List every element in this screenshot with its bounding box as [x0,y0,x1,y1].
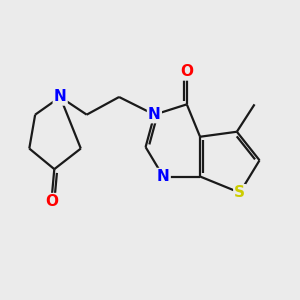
Text: S: S [234,185,245,200]
Text: N: N [148,107,161,122]
Text: N: N [157,169,169,184]
Text: N: N [54,89,67,104]
Text: O: O [45,194,58,209]
Text: O: O [180,64,193,80]
